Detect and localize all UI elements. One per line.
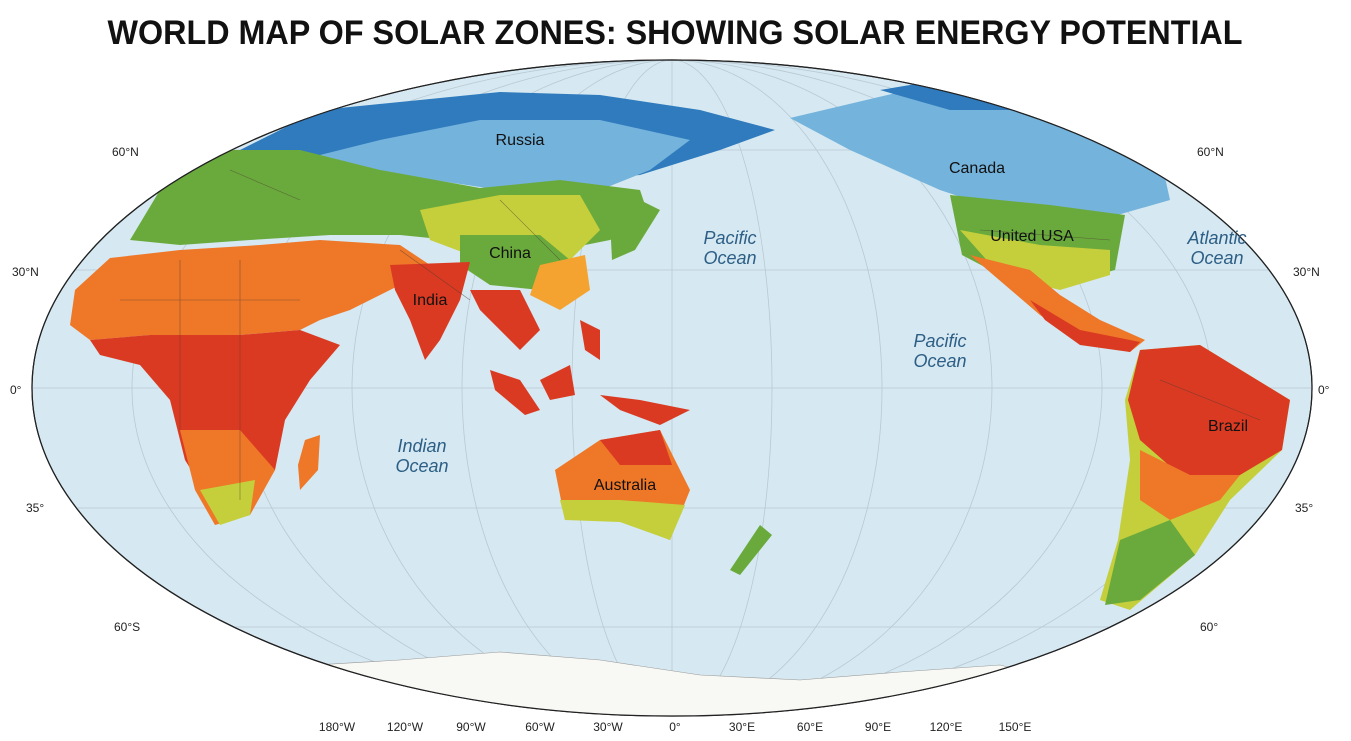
north-africa-middle-east — [70, 240, 430, 340]
region-label: Australia — [594, 477, 656, 494]
mexico — [970, 255, 1145, 352]
se-asia — [470, 290, 540, 350]
region-label: India — [413, 292, 448, 309]
longitude-label: 180°W — [319, 720, 356, 734]
united-states-south — [960, 230, 1110, 290]
madagascar — [298, 435, 320, 490]
longitude-label: 120°W — [387, 720, 424, 734]
region-label: United USA — [990, 228, 1074, 245]
longitude-label: 120°E — [930, 720, 963, 734]
ocean-label: Atlantic — [1186, 228, 1246, 248]
ocean-label: Indian — [397, 436, 446, 456]
ocean-label: Ocean — [703, 248, 756, 268]
latitude-label: 30°N — [1293, 265, 1320, 279]
china-south — [530, 255, 590, 310]
indonesia-philippines — [490, 320, 690, 425]
central-africa — [90, 330, 340, 500]
latitude-label: 60°S — [114, 620, 140, 634]
longitude-label: 30°E — [729, 720, 755, 734]
longitude-label: 60°W — [525, 720, 555, 734]
japan — [610, 200, 660, 260]
south-america-middle — [1140, 450, 1240, 520]
brazil — [1128, 345, 1290, 475]
longitude-label: 90°W — [456, 720, 486, 734]
longitude-label: 150°E — [999, 720, 1032, 734]
australia-south — [560, 500, 685, 540]
patagonia — [1105, 520, 1195, 605]
region-label: Canada — [949, 160, 1005, 177]
russia-south — [300, 120, 690, 190]
latitude-label: 30°N — [12, 265, 39, 279]
latitude-label: 0° — [1318, 383, 1330, 397]
longitude-labels: 180°W 120°W 90°W 60°W 30°W 0° 30°E 60°E … — [319, 720, 1031, 734]
new-zealand — [730, 525, 772, 575]
latitude-label: 35° — [1295, 501, 1313, 515]
region-label: Russia — [496, 132, 545, 149]
landmasses — [70, 62, 1290, 716]
india — [390, 262, 470, 360]
ocean-label: Ocean — [395, 456, 448, 476]
south-africa — [200, 480, 255, 525]
ocean-label: Pacific — [913, 331, 966, 351]
latitude-label: 60°N — [112, 145, 139, 159]
ocean-label: Ocean — [1190, 248, 1243, 268]
region-label: Brazil — [1208, 418, 1248, 435]
longitude-label: 30°W — [593, 720, 623, 734]
borders — [120, 169, 1261, 500]
longitude-label: 0° — [669, 720, 681, 734]
australia-north — [600, 430, 672, 465]
latitude-label: 0° — [10, 383, 22, 397]
longitude-label: 90°E — [865, 720, 891, 734]
region-label: China — [489, 245, 531, 262]
longitude-label: 60°E — [797, 720, 823, 734]
latitude-label: 60°N — [1197, 145, 1224, 159]
central-america — [1030, 300, 1140, 352]
latitude-label: 35° — [26, 501, 44, 515]
latitude-label: 60° — [1200, 620, 1218, 634]
title: WORLD MAP OF SOLAR ZONES: SHOWING SOLAR … — [108, 14, 1243, 52]
ocean-label: Pacific — [703, 228, 756, 248]
globe-outline — [31, 59, 1313, 717]
ocean-label: Ocean — [913, 351, 966, 371]
